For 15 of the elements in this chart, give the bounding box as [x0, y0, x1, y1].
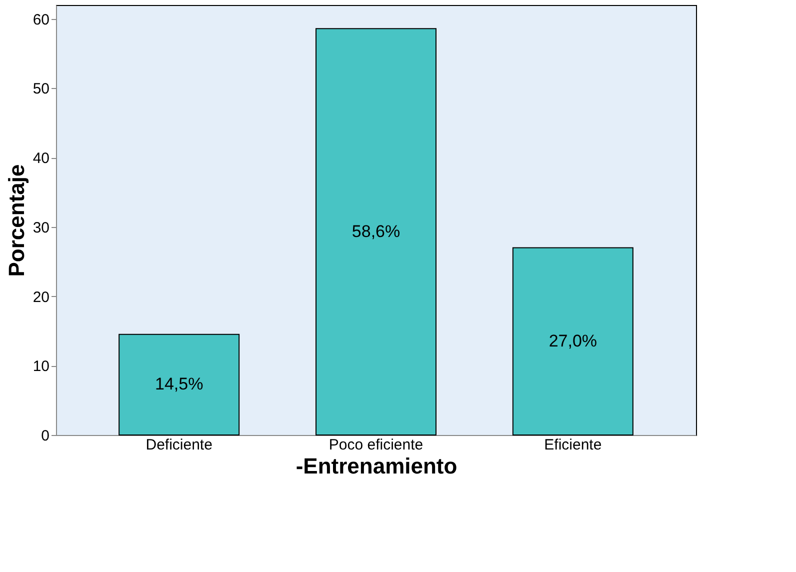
x-tick-label: Deficiente — [146, 436, 212, 454]
x-tick-label: Poco eficiente — [328, 436, 424, 454]
y-tick-label: 50 — [32, 80, 50, 98]
data-label: 58,6% — [352, 222, 400, 241]
y-tick-label: 20 — [32, 288, 50, 306]
y-tick-label: 10 — [32, 358, 50, 376]
x-tick-label: Eficiente — [544, 436, 602, 454]
y-tick-label: 40 — [32, 150, 50, 168]
x-axis-title: -Entrenamiento — [296, 454, 458, 478]
y-tick-label: 60 — [32, 11, 50, 28]
data-label: 14,5% — [154, 374, 204, 394]
y-tick-label: 30 — [32, 219, 50, 236]
data-label: 27,0% — [548, 331, 598, 350]
y-axis-title: Porcentaje — [4, 164, 29, 277]
y-tick-label: 0 — [41, 428, 50, 444]
